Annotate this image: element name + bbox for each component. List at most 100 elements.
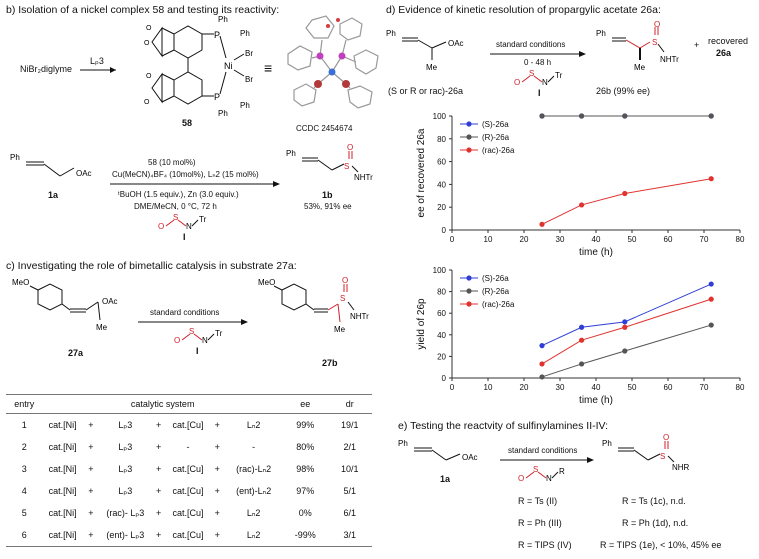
y-tick-label: 40 [437,331,446,340]
data-point [708,281,714,287]
header-entry: entry [6,394,43,414]
phosphorus-atom: P [214,92,220,102]
acetate-label: OAc [448,39,464,48]
cell-ligand-p: Lₚ3 [118,441,133,452]
cell-cu: - [186,442,190,452]
reagent-sulfinylamine-structure: O S N R [518,465,565,483]
sulfur-label: S [344,162,349,171]
cell-ni: cat.[Ni] [48,442,77,452]
reagent-sulfur: S [529,69,534,78]
conditions-line-2: Cu(MeCN)₄BF₄ (10mol%), Lₙ2 (15 mol%) [112,170,259,179]
reagent-nitrogen: N [542,78,548,87]
cell-dr: 19/1 [340,420,359,430]
oxygen-atom: O [144,99,150,106]
x-tick-label: 20 [520,235,529,244]
sulfinyl-oxygen: O [654,20,660,29]
data-point [579,113,585,119]
cell-plus: + [156,442,162,452]
x-axis-title: time (h) [579,247,613,258]
reagent-sulfur: S [173,213,178,222]
x-tick-label: 70 [700,235,709,244]
substrate-26a-structure: Ph OAc Me [386,29,464,72]
legend-label: (R)-26a [482,287,510,296]
table-body: 1 cat.[Ni] + Lₚ3 + cat.[Cu] + Lₙ2 99% 19/1 2 cat.[N… [6,414,372,547]
x-tick-label: 50 [628,383,637,392]
cell-ni: cat.[Ni] [48,464,77,474]
nhr-label: NHR [672,463,690,472]
oxygen-atom: O [146,73,152,80]
data-point [579,202,585,208]
data-point [708,322,714,328]
cell-ni: cat.[Ni] [42,524,83,547]
bromide-label: Br [245,75,253,84]
substrate-label-1a: 1a [440,474,451,484]
cell-ni: cat.[Ni] [48,508,77,518]
cell-ligand-p: (ent)- Lₚ3 [99,524,152,547]
cell-plus: + [214,442,220,452]
reagent-nitrogen: N [202,336,208,345]
sulfinyl-oxygen: O [663,433,669,442]
data-point [579,361,585,367]
plus-sign: + [694,40,700,50]
data-point [708,176,714,182]
nickel-atom: Ni [224,61,233,71]
substrate-label-1a: 1a [48,190,59,200]
table-row: 5 cat.[Ni] + (rac)- Lₚ3 + cat.[Cu] + Lₙ2 0% 6/1 [6,502,372,524]
y-tick-label: 80 [437,288,446,297]
y-tick-label: 0 [442,226,447,235]
cell-ligand-n: - [252,442,256,452]
reagent-label-I: I [538,88,541,98]
data-point [622,113,628,119]
recovered-text: recovered [708,36,749,46]
phenyl-label: Ph [596,29,606,38]
cell-plus: + [88,420,94,430]
data-point [579,337,585,343]
data-point [539,343,545,349]
cell-entry: 6 [6,524,43,547]
conditions-line-3: ᵗBuOH (1.5 equiv.), Zn (3.0 equiv.) [118,190,239,199]
y-tick-label: 80 [437,135,446,144]
table-row: 1 cat.[Ni] + Lₚ3 + cat.[Cu] + Lₙ2 99% 19/1 [6,414,372,437]
reagent-ii-row: R = Ts (II) [518,496,558,506]
product-1d-row: R = Ph (1d), n.d. [622,518,689,528]
crystal-structure-image [287,15,379,109]
x-tick-label: 50 [628,235,637,244]
bromide-label: Br [245,49,253,58]
series-line [541,298,712,365]
yield-chart: 0 20 40 60 80 100 0 10 20 30 40 50 60 70 80 time (h) yie… [416,266,745,406]
data-point [539,361,545,367]
conditions-line-4: DME/MeCN, 0 °C, 72 h [134,202,217,211]
cell-dr: 3/1 [327,524,372,547]
table-row: 4 cat.[Ni] + Lₚ3 + cat.[Cu] + (ent)-Lₙ2 97% 5/1 [6,480,372,502]
y-axis-title: ee of recovered 26a [416,128,427,217]
methyl-label: Me [426,63,438,72]
product-label-27b: 27b [322,358,338,368]
product-1cde-structure: Ph S O NHR [602,433,690,472]
methyl-label: Me [634,63,646,72]
product-label-1b: 1b [322,190,333,200]
data-point [622,190,628,197]
identity-symbol: ≡ [264,60,273,76]
conditions-c: standard conditions [150,308,220,317]
product-1b-structure: Ph S O NHTr [286,143,373,182]
cell-entry: 5 [21,508,27,518]
cell-dr: 6/1 [343,508,356,518]
phenyl-label: Ph [286,149,296,158]
cell-plus: + [156,486,162,496]
reagent-nitrogen: N [186,222,192,231]
x-tick-label: 20 [520,383,529,392]
product-1c-row: R = Ts (1c), n.d. [622,496,686,506]
sulfur-label: S [340,294,345,303]
methyl-label: Me [334,325,346,334]
header-ee: ee [282,394,328,414]
cell-plus: + [88,508,94,518]
product-27b-structure: MeO S O NHTr Me [258,276,369,334]
cell-ni: cat.[Ni] [48,420,77,430]
cell-plus: + [156,508,162,518]
section-b-header: b) Isolation of a nickel complex 58 and … [6,4,280,16]
legend-label: (S)-26a [482,120,509,129]
reagent-label-I: I [196,346,199,356]
cell-ligand-n: (ent)-Lₙ2 [236,485,272,496]
cell-plus: + [82,524,99,547]
substrate-1a-structure: Ph OAc [10,153,92,178]
